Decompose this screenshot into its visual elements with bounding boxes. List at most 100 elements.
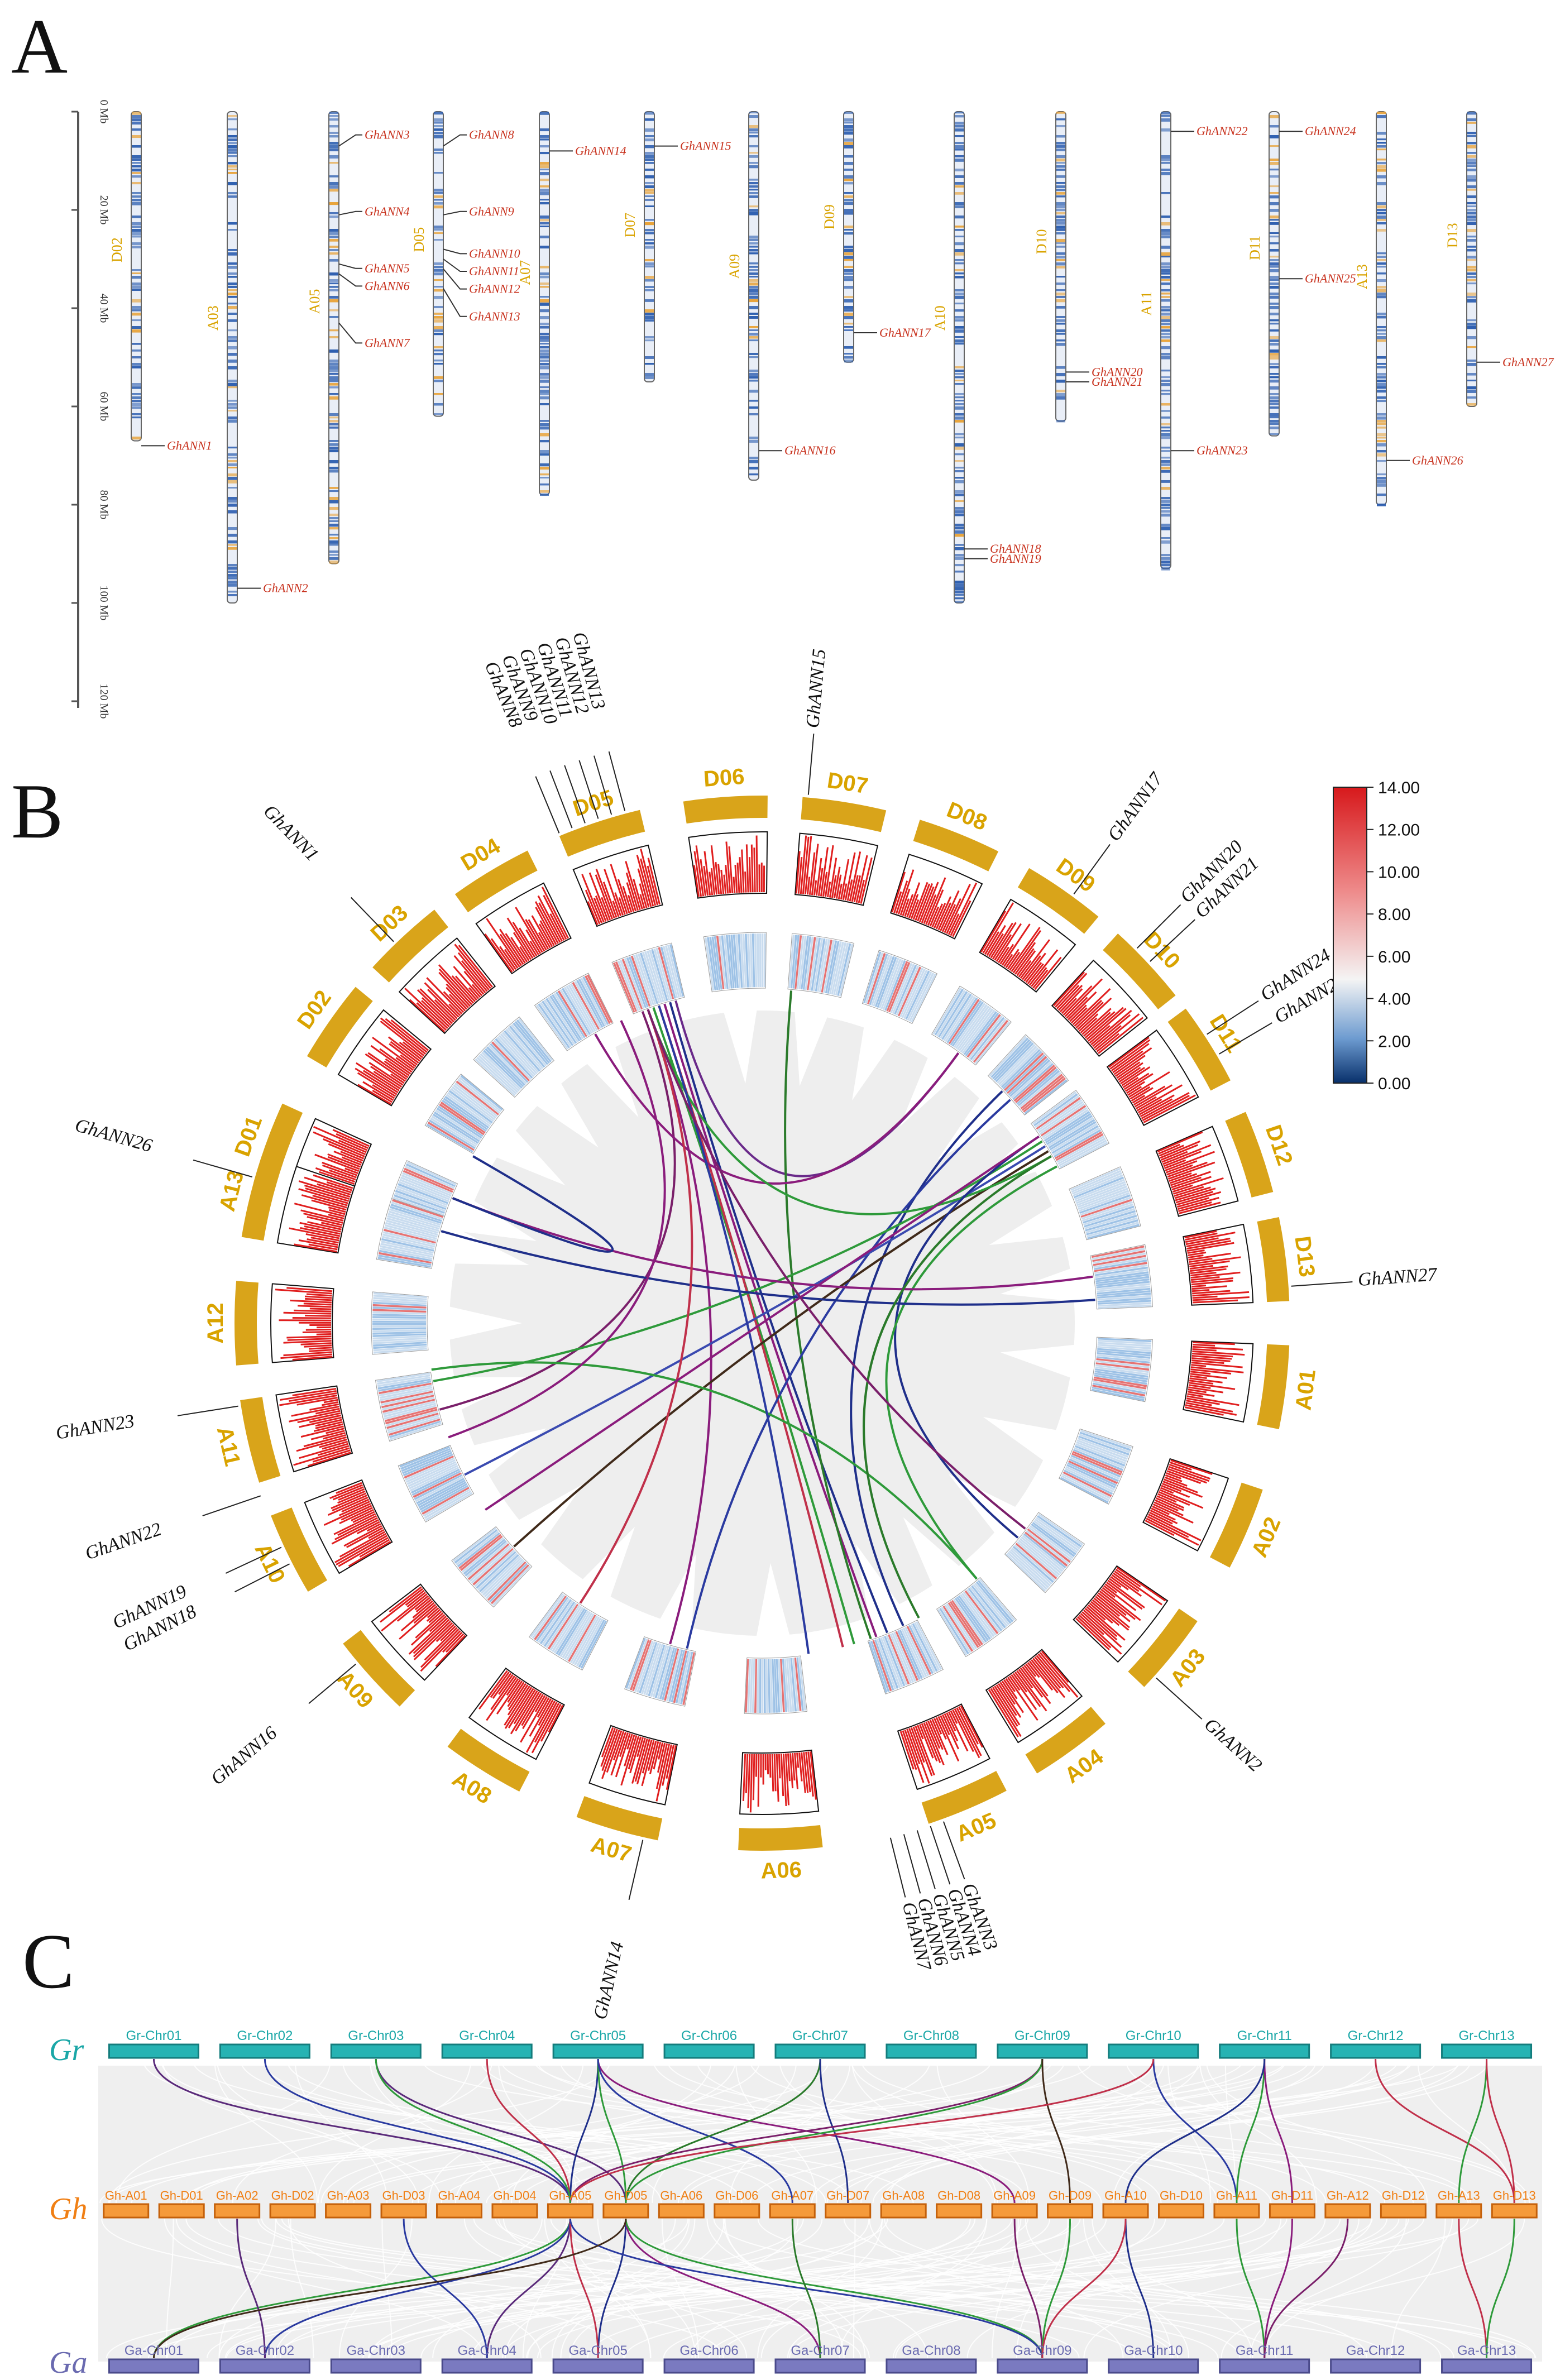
heatmap-cell (1049, 1120, 1097, 1151)
density-band (1161, 423, 1170, 425)
density-band (844, 269, 853, 272)
heatmap-cell (387, 1416, 440, 1434)
density-band (540, 467, 549, 470)
heatmap-cell (1070, 1457, 1120, 1480)
density-histogram-bar (748, 857, 752, 893)
density-histogram-bar (438, 964, 475, 1004)
background-synteny-link (880, 2058, 1377, 2204)
density-histogram-bar (655, 1743, 668, 1789)
chrom-label: Gh-A07 (771, 2189, 813, 2202)
heatmap-cell (675, 1650, 690, 1704)
heatmap-cell (805, 936, 814, 990)
density-histogram-bar (463, 970, 485, 995)
ideogram-arc (738, 1825, 823, 1851)
density-band (434, 353, 443, 356)
density-histogram-bar (820, 847, 829, 897)
density-histogram-bar (1084, 1607, 1118, 1637)
density-histogram-bar (805, 1751, 811, 1793)
density-band (1161, 316, 1170, 319)
density-band (434, 376, 443, 379)
chrom-ga-chr03: Ga-Chr03 (330, 2343, 422, 2374)
heatmap-cell (1064, 1468, 1114, 1493)
density-band (1161, 557, 1170, 560)
heatmap-cell (465, 1540, 507, 1577)
heatmap-cell (619, 960, 641, 1011)
heatmap-cell (405, 1163, 456, 1187)
density-histogram-bar (294, 1203, 345, 1218)
chrom-bar (886, 2358, 977, 2374)
density-band (228, 282, 237, 286)
heatmap-cell (626, 957, 647, 1008)
density-band (1161, 252, 1170, 256)
ideogram-label: D06 (703, 764, 745, 792)
chrom-label: Gh-A02 (216, 2189, 259, 2202)
density-band (1270, 269, 1279, 272)
heatmap-cell (1059, 1139, 1107, 1167)
density-histogram-bar (1107, 1579, 1145, 1608)
density-band (955, 597, 964, 600)
density-band (329, 349, 338, 353)
heatmap-cell (890, 962, 913, 1013)
density-band (132, 202, 141, 205)
density-band (749, 306, 758, 309)
density-histogram-bar (1163, 1151, 1202, 1167)
density-band (749, 128, 758, 132)
density-band (1377, 159, 1386, 161)
density-band (434, 363, 443, 365)
density-band (844, 162, 853, 165)
heatmap-cell (1092, 1385, 1146, 1397)
density-histogram-bar (1143, 1094, 1196, 1123)
chrom-gh-a03: Gh-A03 (325, 2189, 372, 2219)
density-band (434, 172, 443, 174)
gap-wedge (983, 1417, 1076, 1472)
density-histogram-bar (929, 906, 940, 927)
heatmap-cell (402, 1172, 453, 1195)
density-histogram-bar (1155, 1499, 1179, 1512)
density-band (955, 155, 964, 157)
heatmap-cell (668, 1649, 683, 1702)
heatmap-cell (1087, 1224, 1140, 1239)
heatmap-cell (372, 1327, 427, 1330)
heatmap-cell (379, 1386, 433, 1399)
density-histogram-bar (606, 1730, 623, 1773)
density-band (132, 169, 141, 172)
heatmap-cell (721, 935, 729, 989)
density-histogram-bar (752, 1754, 755, 1800)
density-band (955, 527, 964, 530)
density-band (1056, 219, 1065, 222)
ideogram-label: A07 (588, 1832, 634, 1867)
heatmap-cell (569, 983, 598, 1031)
circos-chromosome-d10: D10 (937, 927, 1185, 1160)
density-band (329, 115, 338, 117)
density-histogram-bar (1188, 1252, 1231, 1261)
heatmap-cell (423, 1488, 471, 1517)
density-histogram-bar (1188, 1258, 1213, 1263)
heatmap-cell (1064, 1469, 1113, 1495)
density-band (1270, 195, 1279, 199)
density-histogram-bar (315, 1407, 340, 1415)
heatmap-cell (936, 989, 966, 1037)
density-band (955, 480, 964, 483)
density-band (1161, 159, 1170, 161)
heatmap-cell (624, 957, 645, 1009)
density-band (955, 564, 964, 567)
density-band (1056, 393, 1065, 396)
heatmap-cell (903, 1627, 927, 1677)
density-band (749, 457, 758, 459)
heatmap-cell (815, 938, 826, 992)
density-histogram-bar (323, 1138, 365, 1157)
chrom-bar (714, 2203, 760, 2219)
heatmap-cell (749, 1659, 753, 1713)
chrom-bar (1158, 2203, 1204, 2219)
heatmap-cell (409, 1464, 458, 1490)
density-band (1056, 226, 1065, 229)
density-histogram-bar (510, 937, 528, 962)
chrom-label: Gh-A01 (105, 2189, 147, 2202)
density-histogram-bar (1174, 1186, 1204, 1197)
density-band (749, 242, 758, 245)
density-band (329, 490, 338, 492)
density-band (1056, 390, 1065, 392)
density-band (132, 319, 141, 322)
chrom-label: Gh-D01 (160, 2189, 203, 2202)
density-histogram-bar (1192, 1348, 1217, 1352)
